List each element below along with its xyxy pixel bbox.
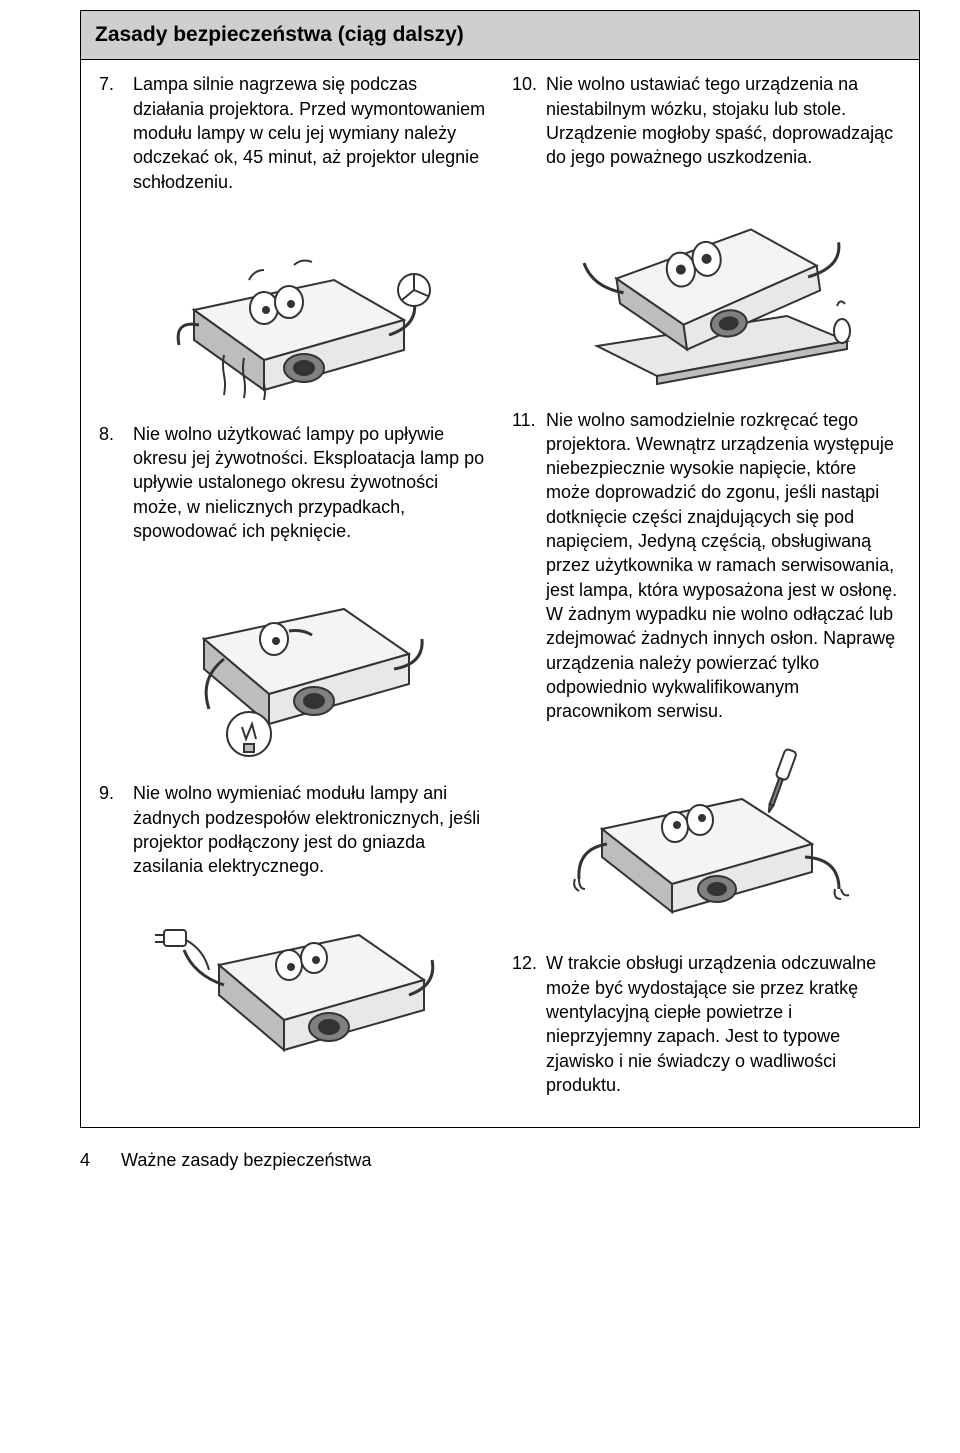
page-number: 4 (80, 1148, 116, 1172)
item-number: 10. (512, 72, 546, 169)
list-item: 12. W trakcie obsługi urządzenia odczuwa… (512, 951, 901, 1097)
content-area: 7. Lampa silnie nagrzewa się podczas dzi… (81, 60, 919, 1127)
section-title: Zasady bezpieczeństwa (ciąg dalszy) (95, 23, 464, 46)
item-text: Nie wolno ustawiać tego urządzenia na ni… (546, 72, 901, 169)
list-item: 10. Nie wolno ustawiać tego urządzenia n… (512, 72, 901, 169)
item-number: 7. (99, 72, 133, 193)
left-column: 7. Lampa silnie nagrzewa się podczas dzi… (99, 72, 488, 1103)
illustration-hot-lamp (154, 210, 434, 400)
illustration-unplug (149, 895, 439, 1075)
right-column: 10. Nie wolno ustawiać tego urządzenia n… (512, 72, 901, 1103)
item-text: Nie wolno samodzielnie rozkręcać tego pr… (546, 408, 901, 724)
illustration-unstable (557, 186, 857, 386)
item-number: 12. (512, 951, 546, 1097)
list-item: 8. Nie wolno użytkować lampy po upływie … (99, 422, 488, 543)
list-item: 9. Nie wolno wymieniać modułu lampy ani … (99, 781, 488, 878)
footer-section-title: Ważne zasady bezpieczeństwa (121, 1150, 371, 1170)
page-footer: 4 Ważne zasady bezpieczeństwa (80, 1148, 920, 1172)
item-number: 9. (99, 781, 133, 878)
illustration-no-disassemble (557, 739, 857, 929)
section-header: Zasady bezpieczeństwa (ciąg dalszy) (81, 11, 919, 60)
illustration-broken-lamp (154, 559, 434, 759)
list-item: 11. Nie wolno samodzielnie rozkręcać teg… (512, 408, 901, 724)
item-number: 11. (512, 408, 546, 724)
item-text: Nie wolno użytkować lampy po upływie okr… (133, 422, 488, 543)
page-frame: Zasady bezpieczeństwa (ciąg dalszy) 7. L… (80, 10, 920, 1128)
item-text: Nie wolno wymieniać modułu lampy ani żad… (133, 781, 488, 878)
item-text: Lampa silnie nagrzewa się podczas działa… (133, 72, 488, 193)
list-item: 7. Lampa silnie nagrzewa się podczas dzi… (99, 72, 488, 193)
item-number: 8. (99, 422, 133, 543)
item-text: W trakcie obsługi urządzenia odczuwalne … (546, 951, 901, 1097)
